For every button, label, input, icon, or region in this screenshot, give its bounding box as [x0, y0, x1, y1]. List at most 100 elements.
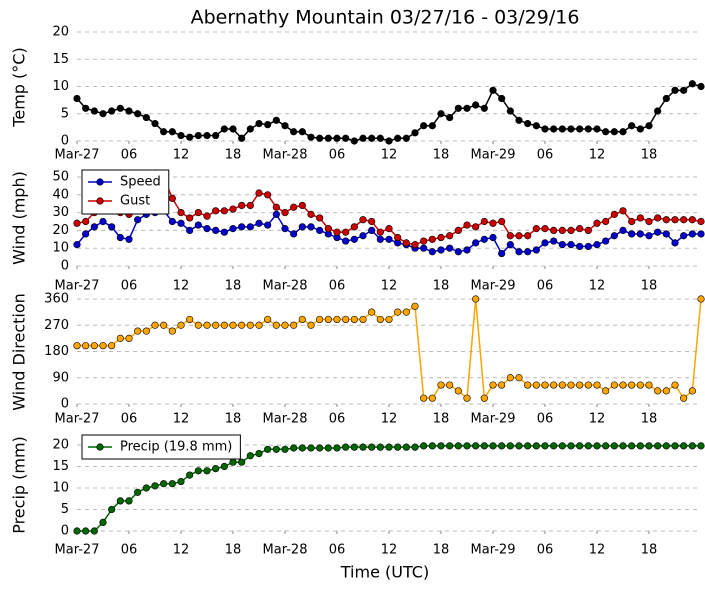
data-point: [342, 134, 350, 142]
data-point: [619, 381, 627, 389]
data-point: [498, 249, 506, 258]
data-point: [385, 225, 393, 233]
y-tick-label: 360: [44, 292, 69, 307]
data-point: [576, 125, 584, 133]
data-point: [177, 219, 185, 227]
data-point: [116, 233, 124, 242]
data-point: [671, 239, 679, 247]
chart-title: Abernathy Mountain 03/27/16 - 03/29/16: [191, 7, 580, 29]
data-point: [125, 497, 133, 505]
x-tick-label: 18: [433, 412, 450, 427]
data-point: [116, 497, 124, 505]
data-point: [688, 80, 696, 88]
data-point: [645, 232, 653, 240]
data-point: [463, 221, 471, 229]
data-point: [385, 235, 393, 243]
data-point: [697, 217, 705, 226]
x-tick-label: 18: [641, 412, 658, 427]
x-tick-label: 06: [329, 543, 346, 558]
data-point: [168, 327, 176, 335]
data-point: [602, 217, 610, 226]
data-point: [246, 321, 254, 329]
data-point: [394, 308, 402, 316]
data-point: [680, 442, 688, 450]
data-point: [212, 226, 220, 234]
data-point: [498, 442, 506, 450]
data-point: [298, 128, 306, 136]
data-point: [532, 442, 540, 450]
x-tick-label: Mar-29: [471, 279, 516, 294]
data-point: [90, 527, 98, 535]
data-point: [255, 119, 263, 128]
data-point: [238, 134, 246, 142]
legend-label: Gust: [120, 194, 150, 209]
data-point: [376, 443, 384, 451]
data-point: [203, 131, 211, 140]
data-point: [73, 219, 81, 227]
data-point: [480, 217, 488, 226]
x-tick-label: Mar-28: [263, 279, 308, 294]
data-point: [238, 201, 246, 210]
data-point: [550, 237, 558, 245]
data-point: [350, 235, 358, 243]
data-point: [342, 228, 350, 236]
data-point: [186, 315, 194, 324]
data-point: [472, 101, 480, 109]
x-tick-label: 12: [173, 148, 190, 163]
data-point: [610, 128, 618, 136]
data-point: [697, 442, 705, 450]
data-point: [160, 321, 168, 329]
legend-label: Speed: [120, 175, 161, 190]
data-point: [394, 443, 402, 451]
data-point: [576, 442, 584, 450]
data-point: [82, 342, 90, 350]
data-point: [697, 230, 705, 238]
data-point: [671, 381, 679, 389]
legend-marker: [96, 197, 104, 205]
data-point: [558, 381, 566, 389]
data-point: [160, 480, 168, 488]
x-tick-label: 12: [381, 412, 398, 427]
data-point: [480, 235, 488, 243]
data-point: [264, 191, 272, 199]
data-point: [437, 110, 445, 118]
data-point: [697, 295, 705, 303]
data-point: [515, 442, 523, 450]
data-point: [662, 387, 670, 395]
data-point: [264, 221, 272, 229]
data-point: [272, 116, 280, 124]
data-point: [238, 458, 246, 466]
data-point: [454, 226, 462, 234]
data-point: [255, 321, 263, 329]
data-point: [541, 381, 549, 389]
data-point: [610, 210, 618, 218]
data-point: [168, 194, 176, 202]
data-point: [255, 219, 263, 227]
y-tick-label: 15: [52, 459, 69, 474]
data-point: [654, 387, 662, 395]
data-point: [229, 321, 237, 329]
data-point: [229, 225, 237, 233]
data-point: [402, 443, 410, 451]
data-point: [446, 232, 454, 240]
x-tick-label: 06: [329, 279, 346, 294]
data-point: [324, 225, 332, 233]
data-point: [316, 134, 324, 142]
y-tick-label: 10: [52, 241, 69, 256]
data-point: [307, 444, 315, 452]
data-point: [584, 381, 592, 389]
data-point: [558, 226, 566, 234]
data-point: [567, 442, 575, 450]
data-point: [359, 443, 367, 451]
legend-marker: [96, 178, 104, 186]
data-point: [550, 442, 558, 450]
data-point: [298, 223, 306, 231]
x-tick-label: 18: [641, 543, 658, 558]
x-tick-label: 12: [589, 412, 606, 427]
y-tick-label: 10: [52, 79, 69, 94]
x-tick-label: 12: [381, 279, 398, 294]
data-point: [498, 94, 506, 103]
data-point: [333, 444, 341, 452]
data-point: [99, 518, 107, 527]
data-point: [168, 217, 176, 226]
